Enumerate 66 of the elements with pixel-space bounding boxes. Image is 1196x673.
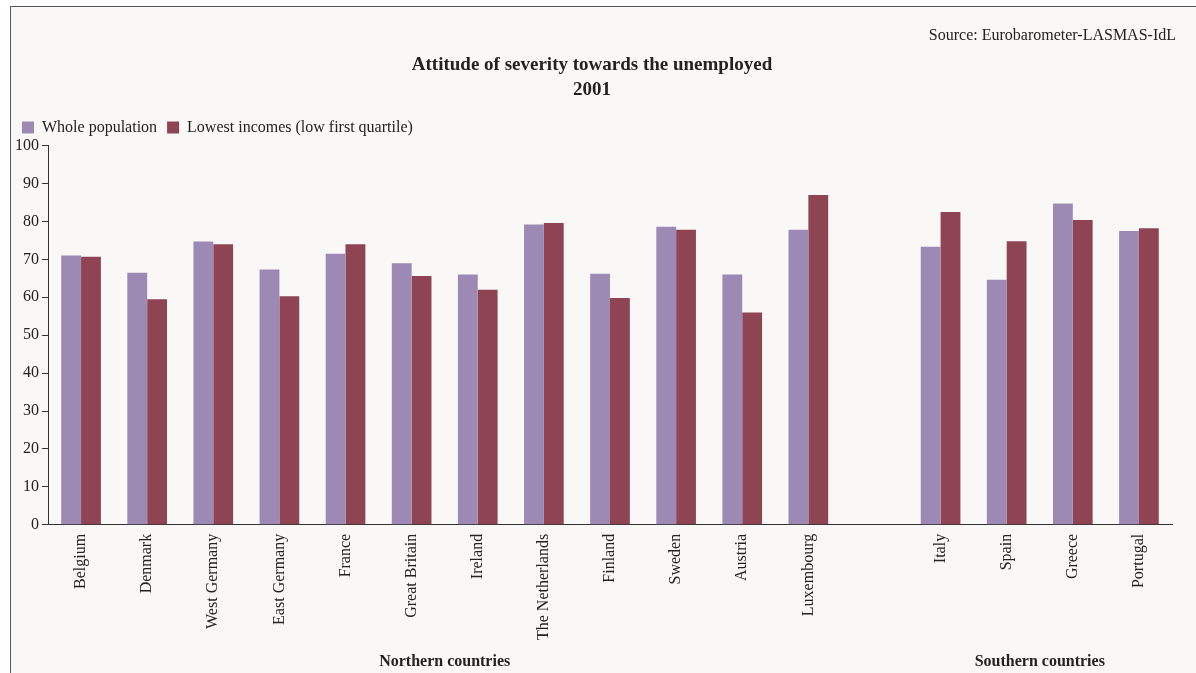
bar: [656, 226, 677, 525]
x-tick-label: Italy: [930, 533, 949, 564]
y-tick-label: 30: [23, 401, 39, 419]
bar: [543, 222, 564, 525]
bar: [81, 256, 101, 525]
x-tick-label: Luxembourg: [798, 533, 817, 617]
y-tick-label: 10: [23, 477, 39, 495]
x-tick-label: East Germany: [269, 533, 288, 625]
x-tick-label: Great Britain: [401, 533, 419, 618]
y-tick-label: 50: [23, 325, 39, 343]
bar: [742, 312, 763, 525]
bar: [1006, 241, 1027, 525]
bar: [193, 241, 214, 525]
bar: [1138, 228, 1159, 525]
bar: [986, 279, 1007, 525]
bar: [279, 296, 300, 525]
chart-title: Attitude of severity towards the unemployed: [411, 53, 773, 75]
bar: [345, 244, 366, 525]
x-tick-label: Ireland: [467, 533, 485, 580]
bar: [590, 273, 610, 525]
bar: [676, 229, 696, 525]
bar: [610, 298, 630, 525]
chart-subtitle: 2001: [573, 78, 611, 100]
x-tick-label: Portugal: [1129, 533, 1148, 589]
legend-label: Whole population: [42, 117, 158, 136]
bar: [788, 229, 809, 525]
y-tick-label: 0: [31, 515, 39, 533]
source-note: Source: Eurobarometer-LASMAS-IdL: [928, 26, 1176, 44]
x-tick-label: Austria: [732, 533, 750, 581]
bar: [722, 274, 743, 525]
x-tick-label: Spain: [996, 533, 1015, 571]
x-tick-label: Greece: [1063, 533, 1081, 580]
bar: [940, 211, 961, 525]
bar: [391, 263, 412, 525]
x-tick-label: Sweden: [666, 533, 684, 585]
bar: [457, 274, 478, 525]
bar: [127, 272, 148, 525]
y-tick-label: 80: [23, 211, 39, 229]
text: Northern countries: [379, 652, 511, 670]
text: Southern countries: [974, 652, 1105, 670]
y-tick-label: 60: [23, 287, 39, 305]
y-tick-label: 40: [23, 363, 39, 381]
bar: [1119, 230, 1139, 525]
x-tick-label: France: [335, 533, 353, 578]
bar: [325, 253, 346, 525]
bar: [920, 246, 941, 525]
bar: [147, 299, 168, 525]
bar: [213, 244, 234, 525]
x-tick-label: Denmark: [137, 533, 155, 594]
y-tick-label: 20: [23, 439, 39, 457]
y-tick-label: 100: [15, 135, 39, 153]
bar: [477, 289, 498, 525]
y-tick-label: 90: [23, 173, 39, 191]
y-tick-label: 70: [23, 249, 39, 267]
bar: [259, 269, 280, 525]
x-tick-label: Belgium: [71, 533, 90, 589]
bar: [411, 276, 432, 525]
x-tick-label: Finland: [600, 533, 618, 583]
bar: [808, 194, 829, 525]
bar: [1052, 203, 1073, 525]
legend-label: Lowest incomes (low first quartile): [187, 117, 413, 136]
x-tick-label: The Netherlands: [534, 533, 552, 641]
bar: [61, 255, 82, 525]
x-tick-label: West Germany: [203, 533, 222, 629]
bar: [524, 224, 544, 525]
bar: [1072, 219, 1093, 525]
